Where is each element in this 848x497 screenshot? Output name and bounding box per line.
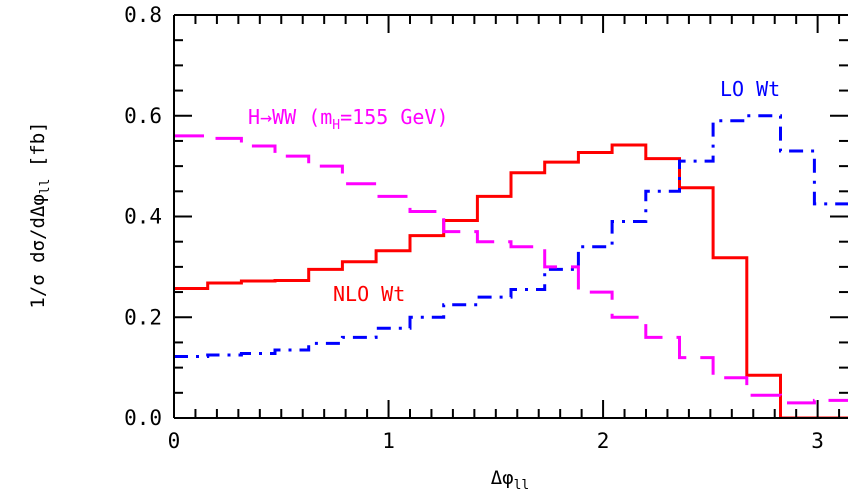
series-line-1 (174, 114, 848, 358)
x-tick-label: 1 (382, 429, 395, 453)
y-tick-label: 0.2 (124, 305, 162, 329)
series-layer (174, 114, 848, 418)
series-label-2: H→WW (mH=155 GeV) (248, 105, 449, 133)
series-line-2 (174, 134, 848, 405)
series-label-1: LO Wt (720, 77, 780, 101)
x-tick-label: 3 (811, 429, 824, 453)
x-tick-label: 0 (168, 429, 181, 453)
y-tick-label: 0.6 (124, 104, 162, 128)
series-label-0: NLO Wt (333, 282, 405, 306)
axis-ticks (173, 14, 848, 419)
series-line-0 (174, 143, 848, 418)
axis-labels: 0.0 0.2 0.4 0.6 0.8 0 1 2 3 Δφll 1/σ dσ/dΔφll [fb]… (27, 3, 824, 493)
x-tick-label: 2 (597, 429, 610, 453)
y-tick-label: 0.8 (124, 3, 162, 27)
x-axis-title: Δφll (491, 467, 530, 493)
y-tick-label: 0.4 (124, 205, 162, 229)
y-tick-label: 0.0 (124, 406, 162, 430)
y-axis-title: 1/σ dσ/dΔφll [fb] (27, 121, 53, 308)
